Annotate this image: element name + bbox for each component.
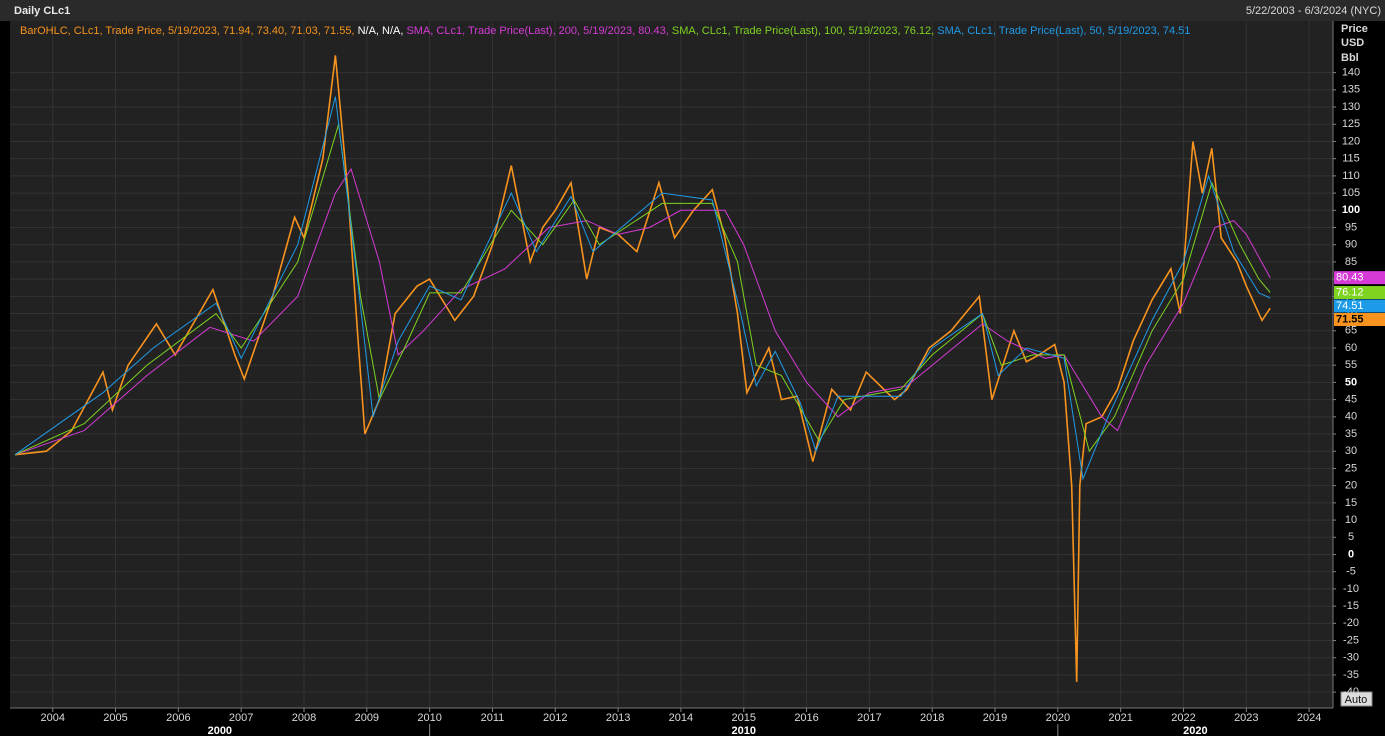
y-tick-label: 60 (1345, 342, 1357, 354)
x-tick-label: 2006 (166, 712, 190, 724)
y-tick-label: 100 (1342, 204, 1360, 216)
x-tick-label: 2013 (606, 712, 630, 724)
y-tick-label: -35 (1343, 669, 1359, 681)
x-tick-label: 2009 (355, 712, 379, 724)
series-line (14, 55, 1271, 682)
y-tick-label: 95 (1345, 221, 1357, 233)
y-tick-label: 20 (1345, 480, 1357, 492)
y-tick-label: 0 (1348, 548, 1354, 560)
y-tick-label: 30 (1345, 445, 1357, 457)
last-value-label: 71.55 (1336, 313, 1364, 325)
x-tick-label: 2014 (669, 712, 693, 724)
decade-label: 2020 (1183, 725, 1207, 736)
y-tick-label: 10 (1345, 514, 1357, 526)
header-bar (0, 0, 1385, 21)
x-tick-label: 2021 (1108, 712, 1132, 724)
y-tick-label: 105 (1342, 187, 1360, 199)
decade-label: 2010 (732, 725, 756, 736)
y-tick-label: 125 (1342, 118, 1360, 130)
last-value-tag (1334, 271, 1385, 285)
y-tick-label: -20 (1343, 617, 1359, 629)
x-tick-label: 2024 (1297, 712, 1321, 724)
y-axis-label: Bbl (1341, 52, 1359, 64)
y-tick-label: 5 (1348, 531, 1354, 543)
x-tick-label: 2019 (983, 712, 1007, 724)
y-tick-label: 120 (1342, 135, 1360, 147)
last-value-label: 80.43 (1336, 272, 1364, 284)
legend-entry: SMA, CLc1, Trade Price(Last), 200, 5/19/… (406, 25, 668, 37)
auto-button-label[interactable]: Auto (1345, 694, 1368, 706)
auto-button[interactable]: Auto (1340, 691, 1373, 707)
y-tick-label: 40 (1345, 411, 1357, 423)
series-line (14, 167, 1271, 456)
grid (10, 21, 1333, 708)
y-tick-label: 50 (1345, 376, 1357, 388)
y-tick-label: -5 (1346, 566, 1356, 578)
y-tick-label: 135 (1342, 84, 1360, 96)
decade-label: 2000 (208, 725, 232, 736)
last-value-tag (1334, 299, 1385, 313)
x-tick-label: 2008 (292, 712, 316, 724)
y-axis-label: USD (1341, 37, 1364, 49)
date-range: 5/22/2003 - 6/3/2024 (NYC) (1246, 5, 1381, 17)
last-value-label: 76.12 (1336, 286, 1364, 298)
last-value-label: 74.51 (1336, 300, 1364, 312)
x-tick-label: 2017 (857, 712, 881, 724)
last-value-tag (1334, 285, 1385, 299)
x-tick-label: 2022 (1171, 712, 1195, 724)
y-tick-label: 140 (1342, 67, 1360, 79)
y-tick-label: -15 (1343, 600, 1359, 612)
y-tick-label: -40 (1343, 686, 1359, 698)
y-tick-label: 15 (1345, 497, 1357, 509)
x-tick-label: 2007 (229, 712, 253, 724)
legend-entry: SMA, CLc1, Trade Price(Last), 50, 5/19/2… (937, 25, 1190, 37)
legend-entry: BarOHLC, CLc1, Trade Price, 5/19/2023, 7… (20, 25, 355, 37)
x-tick-label: 2023 (1234, 712, 1258, 724)
x-tick-label: 2004 (40, 712, 64, 724)
legend: BarOHLC, CLc1, Trade Price, 5/19/2023, 7… (20, 25, 1190, 37)
plot-area (10, 21, 1333, 708)
auto-button-box[interactable] (1340, 691, 1373, 707)
y-tick-label: 130 (1342, 101, 1360, 113)
y-tick-label: -10 (1343, 583, 1359, 595)
x-tick-label: 2011 (481, 712, 505, 724)
series-line (14, 96, 1271, 481)
x-tick-label: 2016 (794, 712, 818, 724)
y-tick-label: 35 (1345, 428, 1357, 440)
x-tick-label: 2010 (417, 712, 441, 724)
legend-entry: SMA, CLc1, Trade Price(Last), 100, 5/19/… (672, 25, 934, 37)
x-tick-label: 2020 (1046, 712, 1070, 724)
legend-na: N/A, N/A, (358, 25, 404, 37)
last-value-tag (1334, 312, 1385, 326)
x-tick-label: 2012 (543, 712, 567, 724)
x-tick-label: 2018 (920, 712, 944, 724)
y-tick-label: 85 (1345, 256, 1357, 268)
y-tick-label: 45 (1345, 394, 1357, 406)
x-tick-label: 2005 (103, 712, 127, 724)
chart-title: Daily CLc1 (14, 5, 70, 17)
y-tick-label: 65 (1345, 325, 1357, 337)
y-tick-label: 25 (1345, 462, 1357, 474)
x-tick-label: 2015 (732, 712, 756, 724)
y-axis-label: Price (1341, 23, 1368, 35)
y-tick-label: 110 (1342, 170, 1360, 182)
y-tick-label: 90 (1345, 239, 1357, 251)
y-tick-label: -30 (1343, 652, 1359, 664)
y-tick-label: 55 (1345, 359, 1357, 371)
y-tick-label: -25 (1343, 634, 1359, 646)
y-tick-label: 115 (1342, 153, 1360, 165)
